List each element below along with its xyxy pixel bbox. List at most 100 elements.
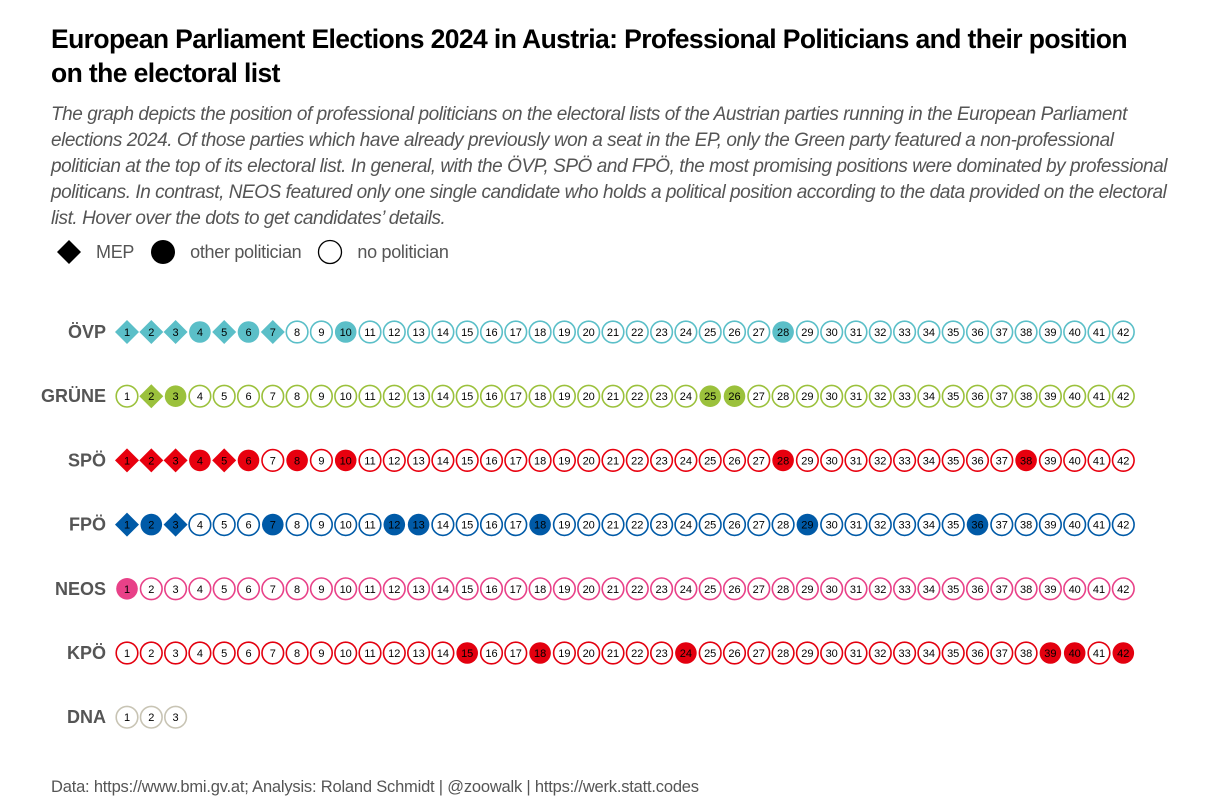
candidate-dot[interactable]: 29	[795, 320, 820, 344]
candidate-dot[interactable]: 15	[455, 513, 479, 537]
candidate-dot[interactable]: 29	[795, 577, 820, 601]
candidate-dot[interactable]: 31	[844, 641, 868, 665]
candidate-dot[interactable]: 3	[164, 705, 188, 729]
candidate-dot[interactable]: 25	[698, 513, 722, 537]
candidate-dot[interactable]: 39	[1038, 513, 1062, 537]
non-politician-marker[interactable]	[188, 577, 212, 601]
candidate-dot[interactable]: 39	[1038, 384, 1062, 408]
candidate-dot[interactable]: 40	[1063, 577, 1087, 601]
candidate-dot[interactable]: 40	[1063, 384, 1087, 408]
candidate-dot[interactable]: 42	[1111, 384, 1135, 408]
politician-marker[interactable]	[529, 642, 551, 664]
candidate-dot[interactable]: 32	[868, 577, 892, 601]
non-politician-marker[interactable]	[382, 641, 406, 665]
non-politician-marker[interactable]	[504, 320, 528, 344]
candidate-dot[interactable]: 7	[261, 384, 285, 408]
candidate-dot[interactable]: 42	[1111, 577, 1135, 601]
candidate-dot[interactable]: 32	[868, 641, 892, 665]
candidate-dot[interactable]: 2	[139, 577, 163, 601]
candidate-dot[interactable]: 41	[1087, 448, 1111, 472]
candidate-dot[interactable]: 13	[407, 513, 430, 536]
candidate-dot[interactable]: 38	[1014, 384, 1038, 408]
non-politician-marker[interactable]	[309, 448, 334, 472]
candidate-dot[interactable]: 4	[189, 449, 211, 472]
non-politician-marker[interactable]	[771, 384, 795, 408]
non-politician-marker[interactable]	[844, 513, 868, 537]
non-politician-marker[interactable]	[139, 577, 163, 601]
candidate-dot[interactable]: 35	[941, 513, 965, 537]
non-politician-marker[interactable]	[941, 513, 965, 537]
non-politician-marker[interactable]	[236, 384, 261, 408]
non-politician-marker[interactable]	[1063, 513, 1087, 537]
non-politician-marker[interactable]	[844, 641, 868, 665]
candidate-dot[interactable]: 36	[965, 384, 990, 408]
non-politician-marker[interactable]	[601, 513, 625, 537]
candidate-dot[interactable]: 25	[698, 320, 722, 344]
non-politician-marker[interactable]	[552, 577, 577, 601]
candidate-dot[interactable]: 21	[601, 448, 625, 472]
non-politician-marker[interactable]	[504, 513, 528, 537]
candidate-dot[interactable]: 14	[431, 448, 455, 472]
candidate-dot[interactable]: 2	[139, 705, 163, 729]
mep-marker[interactable]	[260, 320, 285, 344]
candidate-dot[interactable]: 33	[892, 577, 917, 601]
non-politician-marker[interactable]	[892, 448, 917, 472]
non-politician-marker[interactable]	[1111, 448, 1135, 472]
candidate-dot[interactable]: 35	[941, 641, 965, 665]
candidate-dot[interactable]: 40	[1063, 448, 1087, 472]
candidate-dot[interactable]: 4	[188, 577, 212, 601]
non-politician-marker[interactable]	[1014, 641, 1038, 665]
non-politician-marker[interactable]	[407, 641, 431, 665]
candidate-dot[interactable]: 19	[552, 513, 577, 537]
non-politician-marker[interactable]	[212, 384, 236, 408]
candidate-dot[interactable]: 34	[917, 577, 941, 601]
non-politician-marker[interactable]	[747, 448, 771, 472]
non-politician-marker[interactable]	[479, 320, 504, 344]
candidate-dot[interactable]: 28	[771, 577, 795, 601]
candidate-dot[interactable]: 34	[917, 448, 941, 472]
candidate-dot[interactable]: 10	[334, 641, 358, 665]
candidate-dot[interactable]: 22	[625, 384, 649, 408]
candidate-dot[interactable]: 11	[358, 577, 382, 601]
non-politician-marker[interactable]	[115, 641, 139, 665]
candidate-dot[interactable]: 30	[820, 384, 844, 408]
non-politician-marker[interactable]	[868, 577, 892, 601]
candidate-dot[interactable]: 16	[479, 641, 504, 665]
non-politician-marker[interactable]	[917, 320, 941, 344]
candidate-dot[interactable]: 15	[455, 384, 479, 408]
non-politician-marker[interactable]	[479, 448, 504, 472]
non-politician-marker[interactable]	[1038, 448, 1062, 472]
candidate-dot[interactable]: 13	[407, 448, 431, 472]
non-politician-marker[interactable]	[649, 577, 674, 601]
candidate-dot[interactable]: 34	[917, 384, 941, 408]
candidate-dot[interactable]: 2	[140, 513, 163, 536]
non-politician-marker[interactable]	[892, 577, 917, 601]
non-politician-marker[interactable]	[577, 641, 601, 665]
candidate-dot[interactable]: 31	[844, 513, 868, 537]
candidate-dot[interactable]: 41	[1087, 320, 1111, 344]
non-politician-marker[interactable]	[552, 320, 577, 344]
politician-marker[interactable]	[189, 449, 211, 472]
candidate-dot[interactable]: 6	[236, 641, 261, 665]
non-politician-marker[interactable]	[1014, 513, 1038, 537]
candidate-dot[interactable]: 10	[334, 384, 358, 408]
candidate-dot[interactable]: 17	[504, 577, 528, 601]
non-politician-marker[interactable]	[1014, 320, 1038, 344]
candidate-dot[interactable]: 37	[990, 577, 1014, 601]
candidate-dot[interactable]: 24	[674, 513, 698, 537]
candidate-dot[interactable]: 4	[188, 513, 212, 537]
candidate-dot[interactable]: 2	[139, 641, 163, 665]
candidate-dot[interactable]: 1	[115, 512, 139, 537]
candidate-dot[interactable]: 8	[285, 384, 309, 408]
candidate-dot[interactable]: 32	[868, 448, 892, 472]
non-politician-marker[interactable]	[309, 641, 334, 665]
politician-marker[interactable]	[334, 449, 357, 472]
candidate-dot[interactable]: 27	[747, 513, 771, 537]
non-politician-marker[interactable]	[309, 577, 334, 601]
non-politician-marker[interactable]	[358, 577, 382, 601]
candidate-dot[interactable]: 27	[747, 448, 771, 472]
non-politician-marker[interactable]	[601, 577, 625, 601]
non-politician-marker[interactable]	[1038, 320, 1062, 344]
non-politician-marker[interactable]	[990, 641, 1014, 665]
candidate-dot[interactable]: 23	[649, 513, 674, 537]
